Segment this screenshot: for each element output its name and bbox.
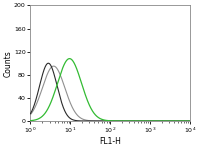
X-axis label: FL1-H: FL1-H <box>99 136 121 146</box>
Y-axis label: Counts: Counts <box>3 50 12 77</box>
